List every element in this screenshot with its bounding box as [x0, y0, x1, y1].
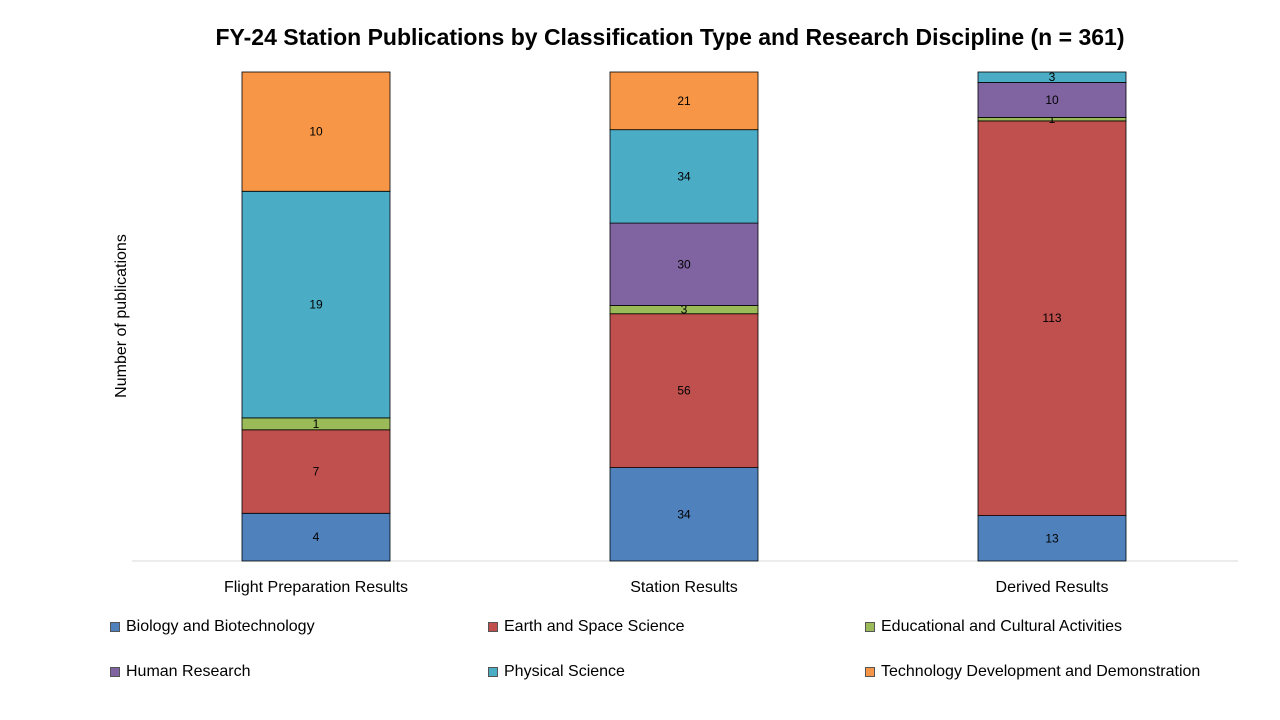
- bar-station-results-earth-and-space-science: [609, 313, 759, 468]
- data-label: 19: [309, 298, 323, 312]
- legend-item-earth-space: Earth and Space Science: [488, 618, 685, 636]
- data-label: 10: [1045, 93, 1059, 107]
- data-label: 13: [1045, 531, 1059, 545]
- data-label: 4: [313, 530, 320, 544]
- legend-item-educational: Educational and Cultural Activities: [865, 618, 1122, 636]
- data-label: 30: [677, 257, 691, 271]
- legend-swatch: [865, 667, 875, 677]
- legend-swatch: [110, 622, 120, 632]
- data-label: 21: [677, 94, 691, 108]
- data-label: 1: [313, 417, 320, 431]
- legend-item-biology: Biology and Biotechnology: [110, 618, 315, 636]
- legend-swatch: [488, 622, 498, 632]
- legend-item-human-research: Human Research: [110, 663, 251, 681]
- data-label: 56: [677, 384, 691, 398]
- data-label: 10: [309, 125, 323, 139]
- category-labels: Flight Preparation Results Station Result…: [224, 579, 1109, 596]
- bar-flight-preparation-results-physical-science: [241, 190, 391, 419]
- bar-derived-results-physical-science: [977, 71, 1127, 83]
- legend-label: Human Research: [126, 663, 251, 680]
- legend-item-technology: Technology Development and Demonstration: [865, 663, 1200, 681]
- legend-label: Earth and Space Science: [504, 618, 685, 635]
- bar-derived-results-earth-and-space-science: [977, 120, 1127, 516]
- legend-label: Technology Development and Demonstration: [881, 663, 1201, 680]
- legend-swatch: [488, 667, 498, 677]
- bar-station-results-biology-and-biotechnology: [609, 467, 759, 562]
- legend-swatch: [110, 667, 120, 677]
- x-tick-label: Derived Results: [996, 579, 1109, 596]
- data-label: 113: [1042, 311, 1061, 325]
- data-label: 1: [1049, 112, 1056, 126]
- data-label: 34: [677, 507, 691, 521]
- data-label: 3: [1049, 70, 1056, 84]
- data-label: 7: [313, 465, 320, 479]
- legend-label: Physical Science: [504, 663, 625, 680]
- data-label: 3: [681, 303, 688, 317]
- bar-station-results-physical-science: [609, 129, 759, 224]
- legend-label: Biology and Biotechnology: [126, 618, 315, 635]
- bar-station-results-human-research: [609, 222, 759, 306]
- bar-derived-results-human-research: [977, 82, 1127, 118]
- legend: Biology and Biotechnology Earth and Spac…: [110, 612, 1270, 702]
- x-tick-label: Flight Preparation Results: [224, 579, 408, 596]
- bar-flight-preparation-results-technology-development-and-demonstration: [241, 71, 391, 192]
- chart-title: FY-24 Station Publications by Classifica…: [215, 24, 1125, 50]
- legend-item-physical-science: Physical Science: [488, 663, 625, 681]
- bar-derived-results-biology-and-biotechnology: [977, 515, 1127, 562]
- bar-station-results-technology-development-and-demonstration: [609, 71, 759, 131]
- legend-swatch: [865, 622, 875, 632]
- bar-flight-preparation-results-biology-and-biotechnology: [241, 512, 391, 562]
- bars-group: 4 7 1 19 10 34 56 3 30 34 21 13 113 1 10 3: [241, 70, 1127, 562]
- x-tick-label: Station Results: [630, 579, 738, 596]
- data-label: 34: [677, 169, 691, 183]
- legend-label: Educational and Cultural Activities: [881, 618, 1123, 635]
